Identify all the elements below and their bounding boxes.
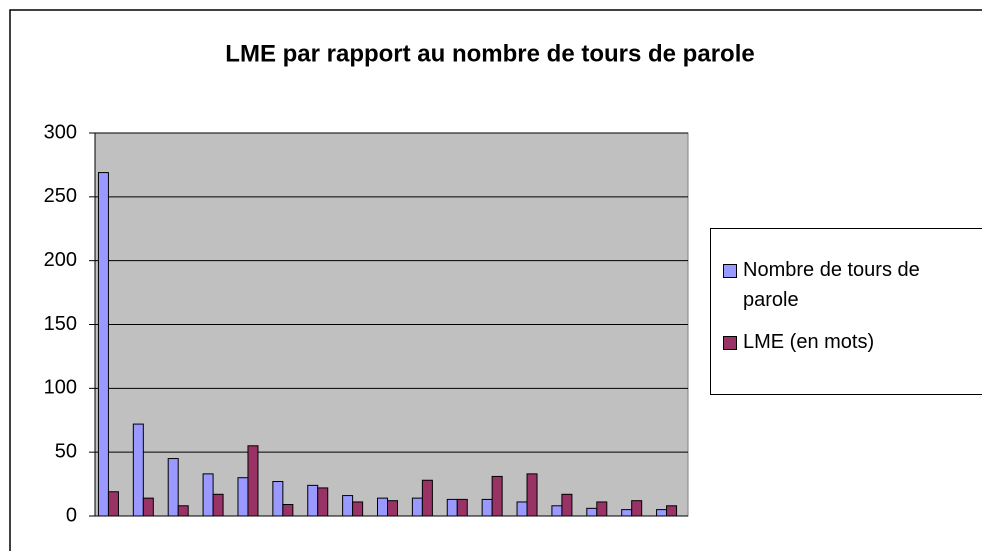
bar	[352, 501, 364, 517]
y-tick-label: 150	[44, 313, 77, 335]
bar	[132, 423, 144, 517]
bar	[97, 172, 109, 517]
bar	[656, 509, 668, 517]
bar	[212, 493, 224, 517]
bar	[237, 477, 249, 517]
legend-item: LME (en mots)	[723, 327, 982, 357]
bar	[421, 479, 433, 517]
bar	[551, 505, 563, 517]
y-tick-label: 200	[44, 249, 77, 271]
y-tick-label: 250	[44, 185, 77, 207]
bar	[621, 509, 633, 517]
legend-swatch	[723, 264, 737, 278]
bar	[631, 500, 643, 517]
bar	[446, 498, 458, 517]
bar	[282, 504, 294, 517]
legend-label: Nombre de tours de parole	[743, 259, 920, 311]
bar	[586, 507, 598, 517]
bar	[516, 501, 528, 517]
bar	[202, 473, 214, 517]
legend: Nombre de tours de parole LME (en mots)	[710, 228, 982, 395]
y-tick-label: 50	[55, 440, 77, 462]
bar	[456, 498, 468, 517]
bar	[526, 473, 538, 517]
y-tick-label: 100	[44, 377, 77, 399]
bar	[491, 475, 503, 517]
bar	[481, 498, 493, 517]
bar	[177, 505, 189, 517]
bar	[142, 497, 154, 517]
bar	[307, 484, 319, 517]
bar	[107, 491, 119, 517]
y-tick-label: 300	[44, 121, 77, 143]
bar	[247, 445, 259, 517]
bar	[666, 505, 678, 517]
bar	[272, 481, 284, 517]
y-tick-label: 0	[66, 504, 77, 526]
bar	[561, 493, 573, 517]
bar	[342, 495, 354, 517]
legend-label: LME (en mots)	[743, 331, 875, 353]
bar	[411, 497, 423, 517]
bar	[167, 458, 179, 517]
legend-item: Nombre de tours de parole	[723, 255, 982, 315]
bar	[317, 487, 329, 517]
bar	[596, 501, 608, 517]
bar	[387, 500, 398, 517]
bar	[377, 497, 388, 517]
legend-swatch	[723, 336, 737, 350]
chart-title: LME par rapport au nombre de tours de pa…	[225, 40, 754, 67]
